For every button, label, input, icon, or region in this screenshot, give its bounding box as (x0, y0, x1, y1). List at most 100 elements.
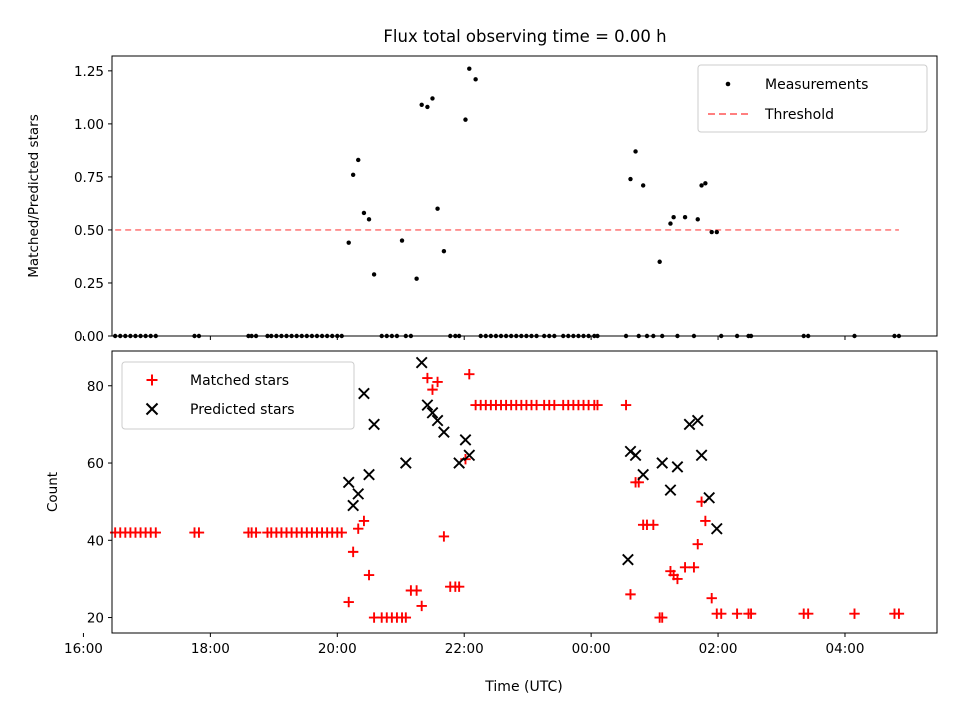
matched-stars-point (358, 515, 370, 527)
measurements-point (473, 77, 478, 82)
predicted-stars-point (421, 399, 434, 411)
matched-stars-point (849, 608, 860, 619)
matched-stars-point (363, 569, 375, 581)
measurements-point (361, 210, 367, 216)
x-tick-label: 04:00 (826, 641, 865, 657)
legend-threshold-label: Threshold (764, 107, 834, 123)
measurements-point (628, 176, 633, 182)
matched-stars-point (625, 589, 636, 600)
matched-stars-point (438, 531, 450, 542)
matched-stars-point (416, 600, 427, 612)
x-tick-label: 18:00 (191, 641, 230, 657)
measurements-point (714, 229, 719, 235)
measurements-point (640, 183, 646, 188)
matched-stars-point (336, 527, 347, 538)
predicted-stars-point (426, 406, 439, 419)
measurements-point (346, 240, 351, 245)
matched-stars-point (592, 399, 603, 411)
predicted-stars-point (399, 457, 412, 469)
measurements-point (430, 96, 435, 101)
bottom-y-axis-label: Count (45, 472, 61, 512)
bottom-plot-panel: 20 40 60 80 16:00 18:00 20:00 22:00 00:00 02:00 04… (45, 350, 938, 695)
predicted-stars-point (342, 476, 355, 489)
measurements-point (709, 229, 714, 235)
predicted-stars-point (358, 387, 370, 400)
measurements-point (441, 248, 447, 254)
legend-predicted-marker (145, 402, 159, 416)
bottom-legend-box (121, 361, 355, 430)
measurements-point (414, 276, 419, 281)
measurements-point (419, 102, 424, 107)
measurements-point (695, 217, 700, 222)
bottom-y-tick-label: 60 (87, 456, 104, 472)
legend-measurements-label: Measurements (765, 77, 868, 93)
predicted-stars-point (656, 457, 669, 469)
matched-stars-point (648, 519, 659, 531)
predicted-stars-point (710, 522, 723, 535)
measurements-point (425, 104, 430, 110)
matched-stars-point (802, 608, 814, 619)
top-y-tick-label: 1.00 (74, 117, 104, 133)
matched-stars-point (620, 399, 632, 411)
predicted-stars-point (352, 488, 365, 500)
matched-stars-point (716, 608, 727, 619)
bottom-plot-marks (109, 356, 905, 623)
legend-measurements-marker (725, 81, 731, 87)
matched-stars-point (250, 527, 262, 538)
predicted-stars-point (671, 461, 684, 473)
matched-stars-point (432, 376, 443, 388)
top-y-tick-label: 0.75 (74, 170, 104, 186)
matched-stars-point (353, 523, 364, 534)
predicted-stars-point (691, 414, 704, 427)
matched-stars-point (400, 612, 412, 623)
x-axis-label: Time (UTC) (484, 679, 562, 695)
matched-stars-point (193, 527, 205, 538)
bottom-legend: Matched stars Predicted stars (121, 361, 355, 430)
predicted-stars-point (415, 356, 428, 369)
x-tick-label: 16:00 (64, 641, 103, 657)
measurements-point (633, 149, 638, 154)
top-y-tick-label: 0.25 (74, 276, 104, 292)
predicted-stars-point (463, 449, 476, 462)
legend-matched-marker (146, 374, 158, 386)
top-legend-box (697, 64, 928, 133)
top-legend: Measurements Threshold (697, 64, 928, 133)
top-plot-panel: 0.00 0.25 0.50 0.75 1.00 1.25 Matched/Predict… (26, 55, 938, 345)
predicted-stars-point (695, 449, 708, 462)
matched-stars-point (427, 384, 438, 395)
bottom-plot-frame (111, 350, 938, 634)
matched-stars-point (706, 593, 717, 604)
predicted-stars-point (453, 457, 466, 469)
matched-stars-point (411, 585, 422, 596)
x-tick-label: 00:00 (572, 641, 611, 657)
x-tick-label: 20:00 (318, 641, 357, 657)
predicted-stars-point (683, 418, 696, 431)
top-y-axis-label: Matched/Predicted stars (26, 114, 42, 277)
bottom-y-tick-label: 40 (87, 533, 104, 549)
matched-stars-point (672, 573, 683, 585)
legend-predicted-label: Predicted stars (190, 402, 295, 418)
measurements-point (435, 206, 440, 211)
figure-title: Flux total observing time = 0.00 h (383, 27, 666, 46)
measurements-point (356, 157, 361, 163)
measurements-point (682, 215, 688, 220)
matched-stars-point (347, 546, 359, 558)
bottom-y-tick-label: 20 (87, 611, 104, 627)
matched-stars-point (745, 608, 757, 619)
predicted-stars-point (438, 426, 450, 438)
legend-matched-label: Matched stars (190, 373, 289, 389)
matched-stars-point (692, 538, 703, 550)
measurements-point (467, 66, 472, 71)
matched-stars-point (150, 527, 161, 538)
measurements-point (463, 117, 468, 122)
bottom-y-tick-label: 80 (87, 379, 104, 395)
matched-stars-point (453, 581, 465, 592)
predicted-stars-point (664, 484, 677, 496)
measurements-point (703, 181, 708, 186)
bottom-axes: 20 40 60 80 16:00 18:00 20:00 22:00 00:00 02:00 04… (64, 379, 864, 657)
top-y-tick-label: 1.25 (74, 64, 104, 80)
predicted-stars-point (368, 418, 380, 431)
top-y-tick-label: 0.00 (74, 329, 104, 345)
matched-stars-point (731, 608, 743, 619)
